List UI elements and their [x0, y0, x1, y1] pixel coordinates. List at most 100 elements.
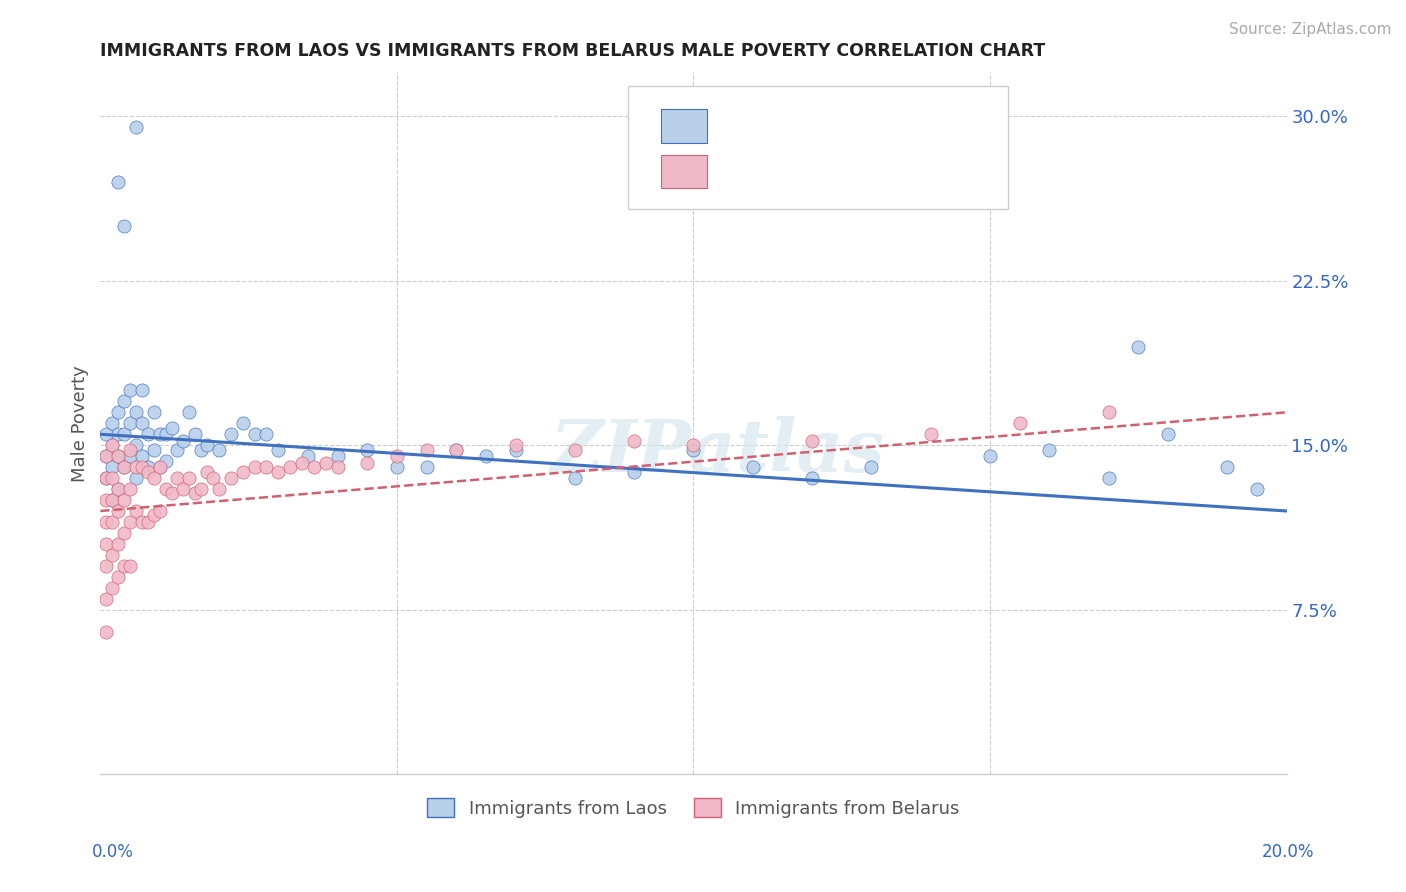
Point	[254, 427, 277, 442]
Legend: Immigrants from Laos, Immigrants from Belarus: Immigrants from Laos, Immigrants from Be…	[420, 791, 967, 825]
Point	[142, 471, 165, 485]
Point	[202, 471, 225, 485]
Point	[107, 537, 129, 551]
Y-axis label: Male Poverty: Male Poverty	[72, 365, 89, 482]
Point	[118, 384, 141, 398]
Point	[860, 460, 883, 475]
Point	[101, 438, 124, 452]
Text: 0.074: 0.074	[765, 163, 817, 181]
Point	[160, 486, 183, 500]
Point	[155, 427, 177, 442]
Point	[101, 417, 124, 431]
Point	[142, 405, 165, 419]
FancyBboxPatch shape	[661, 109, 707, 143]
Point	[243, 427, 266, 442]
Point	[801, 471, 824, 485]
Point	[131, 384, 153, 398]
Point	[107, 175, 129, 189]
Point	[1128, 339, 1150, 353]
Point	[96, 537, 118, 551]
Point	[254, 460, 277, 475]
Point	[96, 471, 118, 485]
Point	[208, 442, 231, 457]
Point	[101, 493, 124, 508]
Point	[107, 570, 129, 584]
Text: N =: N =	[848, 117, 884, 135]
Text: -0.123: -0.123	[765, 117, 824, 135]
Point	[385, 449, 408, 463]
Text: ZIPatlas: ZIPatlas	[550, 416, 884, 487]
Text: IMMIGRANTS FROM LAOS VS IMMIGRANTS FROM BELARUS MALE POVERTY CORRELATION CHART: IMMIGRANTS FROM LAOS VS IMMIGRANTS FROM …	[100, 42, 1046, 60]
Point	[243, 460, 266, 475]
Point	[101, 581, 124, 595]
Point	[219, 427, 242, 442]
Point	[96, 449, 118, 463]
Point	[101, 515, 124, 529]
Point	[101, 471, 124, 485]
Text: R =: R =	[721, 117, 756, 135]
Point	[682, 442, 704, 457]
Point	[356, 442, 378, 457]
Point	[112, 427, 135, 442]
Point	[166, 471, 188, 485]
Point	[415, 460, 437, 475]
Point	[112, 394, 135, 409]
Point	[190, 442, 212, 457]
Point	[1008, 417, 1031, 431]
Point	[149, 460, 172, 475]
Point	[564, 471, 586, 485]
Point	[1098, 405, 1121, 419]
Point	[142, 508, 165, 523]
Point	[315, 456, 337, 470]
Point	[136, 465, 159, 479]
Point	[125, 120, 148, 135]
Point	[112, 493, 135, 508]
Point	[326, 460, 349, 475]
Point	[356, 456, 378, 470]
Point	[1216, 460, 1239, 475]
Point	[190, 482, 212, 496]
Point	[112, 558, 135, 573]
Point	[107, 482, 129, 496]
Point	[96, 471, 118, 485]
Point	[101, 493, 124, 508]
Point	[118, 417, 141, 431]
Point	[112, 460, 135, 475]
Point	[326, 449, 349, 463]
Point	[232, 465, 254, 479]
Point	[1157, 427, 1180, 442]
Point	[920, 427, 942, 442]
Point	[444, 442, 467, 457]
Point	[118, 482, 141, 496]
Point	[107, 449, 129, 463]
Point	[741, 460, 763, 475]
Text: 0.0%: 0.0%	[91, 843, 134, 861]
Point	[96, 515, 118, 529]
Text: R =: R =	[721, 163, 756, 181]
Point	[107, 427, 129, 442]
Point	[96, 493, 118, 508]
Point	[107, 405, 129, 419]
Point	[444, 442, 467, 457]
Point	[172, 482, 194, 496]
Point	[131, 417, 153, 431]
Point	[385, 460, 408, 475]
Point	[118, 442, 141, 457]
Point	[125, 405, 148, 419]
Point	[136, 427, 159, 442]
Point	[112, 460, 135, 475]
Point	[155, 453, 177, 467]
Point	[131, 515, 153, 529]
Point	[96, 449, 118, 463]
Point	[278, 460, 301, 475]
Point	[101, 460, 124, 475]
Point	[291, 456, 314, 470]
Point	[232, 417, 254, 431]
Point	[184, 486, 207, 500]
Point	[107, 482, 129, 496]
Point	[160, 420, 183, 434]
Point	[112, 219, 135, 233]
Point	[107, 449, 129, 463]
Point	[505, 438, 527, 452]
Point	[302, 460, 325, 475]
